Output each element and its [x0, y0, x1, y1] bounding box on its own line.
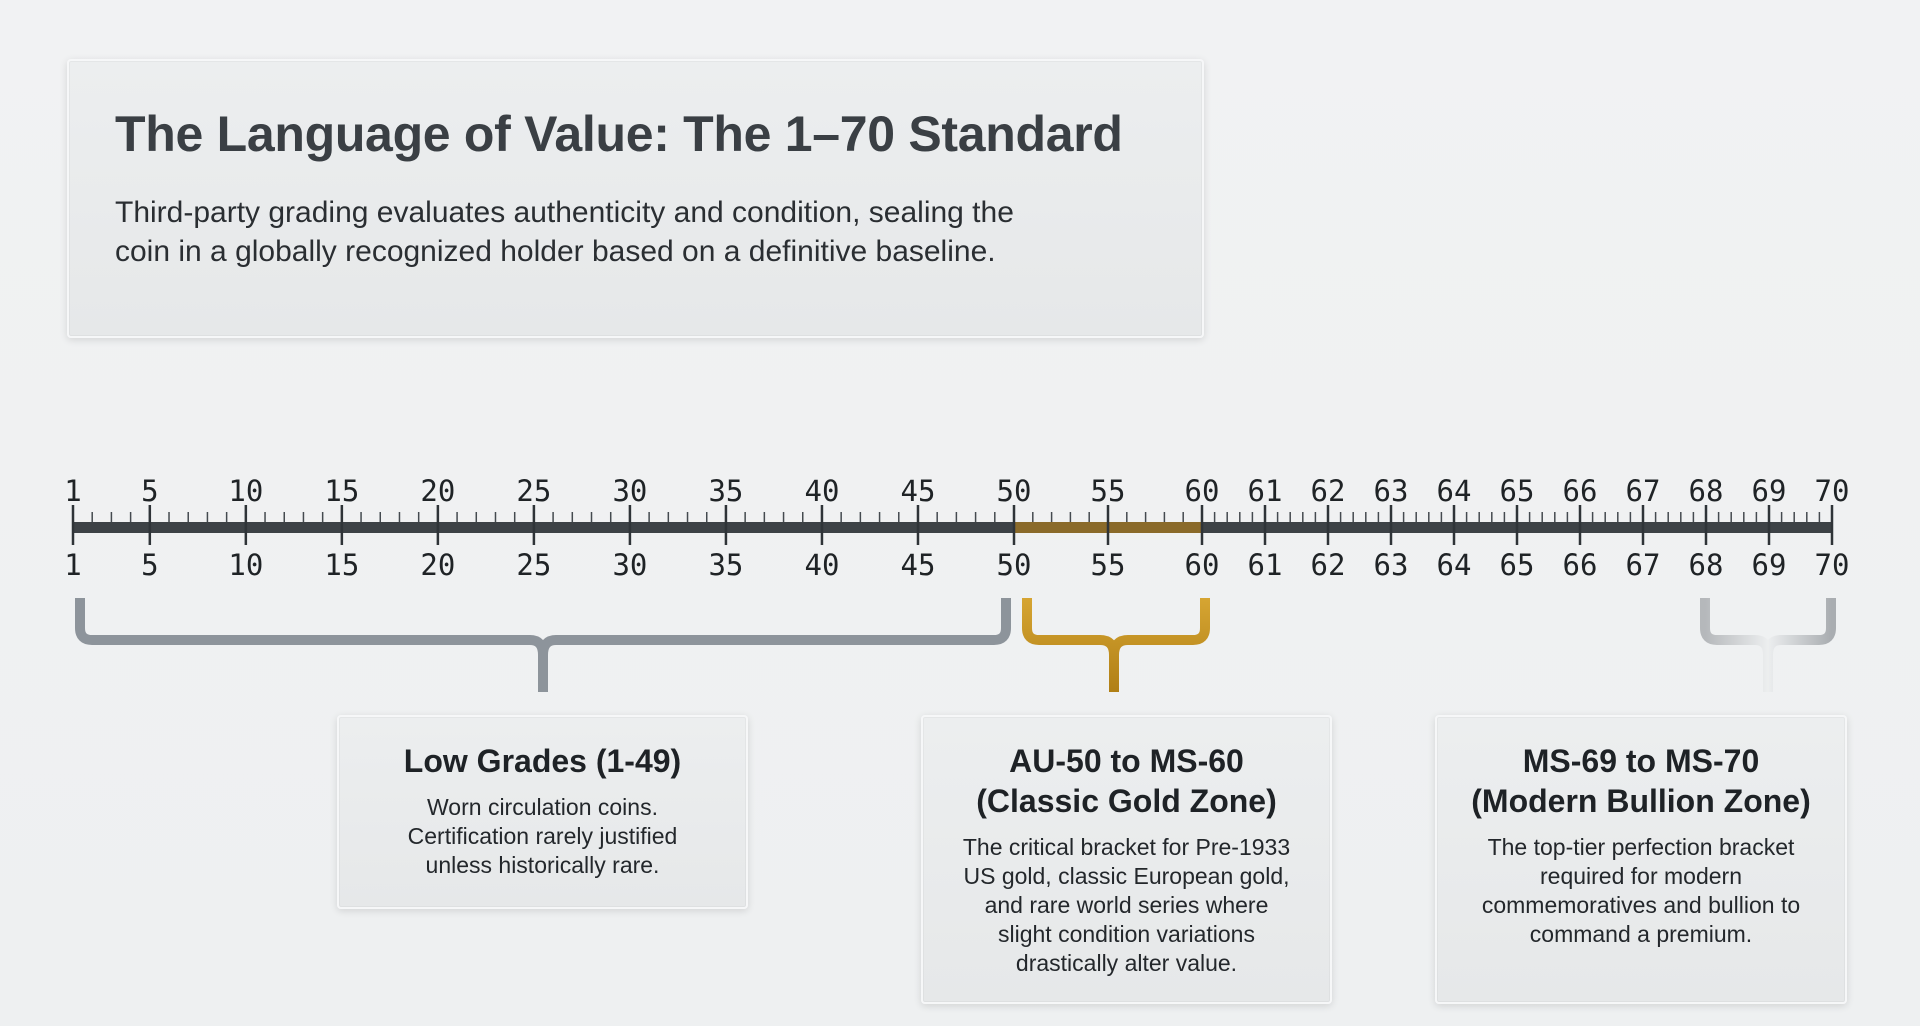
tick-label-bottom: 1: [64, 548, 81, 582]
tick-label-bottom: 67: [1626, 548, 1661, 582]
tick-label-bottom: 63: [1374, 548, 1409, 582]
tick-label-bottom: 64: [1437, 548, 1472, 582]
tick-label-top: 69: [1752, 474, 1787, 508]
title-card: The Language of Value: The 1–70 Standard…: [67, 59, 1204, 338]
scale-bar: [73, 522, 1832, 533]
zone-description: The top-tier perfection bracket required …: [1481, 834, 1801, 947]
tick-label-top: 15: [324, 474, 359, 508]
zone-card-low-grades: Low Grades (1-49) Worn circulation coins…: [337, 715, 748, 909]
tick-label-bottom: 20: [420, 548, 455, 582]
tick-label-bottom: 55: [1091, 548, 1126, 582]
zone-title: Low Grades (1-49): [403, 743, 682, 779]
tick-label-bottom: 70: [1815, 548, 1850, 582]
tick-label-bottom: 25: [516, 548, 551, 582]
tick-label-top: 66: [1563, 474, 1598, 508]
tick-label-bottom: 30: [612, 548, 647, 582]
tick-label-bottom: 15: [324, 548, 359, 582]
tick-label-bottom: 69: [1752, 548, 1787, 582]
tick-label-top: 30: [612, 474, 647, 508]
zone-description: Worn circulation coins. Certification rar…: [407, 794, 678, 878]
tick-label-bottom: 5: [141, 548, 158, 582]
tick-label-top: 10: [228, 474, 263, 508]
tick-label-bottom: 61: [1248, 548, 1283, 582]
tick-label-bottom: 50: [997, 548, 1032, 582]
tick-label-top: 62: [1311, 474, 1346, 508]
tick-label-bottom: 65: [1500, 548, 1535, 582]
tick-label-top: 55: [1091, 474, 1126, 508]
zone-title: AU-50 to MS-60 (Classic Gold Zone): [976, 743, 1277, 819]
page-subtitle: Third-party grading evaluates authentici…: [115, 193, 1156, 271]
tick-label-top: 1: [64, 474, 81, 508]
low-grades-brace: [75, 598, 1011, 692]
tick-label-bottom: 62: [1311, 548, 1346, 582]
gold-zone-brace: [1022, 598, 1210, 692]
tick-label-top: 67: [1626, 474, 1661, 508]
zone-title: MS-69 to MS-70 (Modern Bullion Zone): [1471, 743, 1811, 819]
tick-label-top: 64: [1437, 474, 1472, 508]
tick-label-bottom: 60: [1185, 548, 1220, 582]
tick-label-top: 70: [1815, 474, 1850, 508]
tick-label-top: 45: [901, 474, 936, 508]
tick-label-top: 40: [804, 474, 839, 508]
tick-label-bottom: 68: [1689, 548, 1724, 582]
tick-label-top: 5: [141, 474, 158, 508]
tick-label-top: 60: [1185, 474, 1220, 508]
tick-label-bottom: 66: [1563, 548, 1598, 582]
page-title: The Language of Value: The 1–70 Standard: [115, 106, 1123, 162]
subtitle-line: coin in a globally recognized holder bas…: [115, 235, 996, 268]
tick-label-bottom: 10: [228, 548, 263, 582]
subtitle-line: Third-party grading evaluates authentici…: [115, 196, 1014, 229]
bullion-zone-brace: [1700, 598, 1836, 692]
tick-label-top: 61: [1248, 474, 1283, 508]
tick-label-top: 65: [1500, 474, 1535, 508]
grading-scale-ruler: 1155101015152020252530303535404045455050…: [64, 474, 1850, 692]
tick-label-top: 35: [708, 474, 743, 508]
tick-label-bottom: 40: [804, 548, 839, 582]
zone-card-modern-bullion: MS-69 to MS-70 (Modern Bullion Zone) The …: [1435, 715, 1847, 1004]
tick-label-top: 25: [516, 474, 551, 508]
tick-label-top: 63: [1374, 474, 1409, 508]
zone-description: The critical bracket for Pre-1933 US gold…: [962, 834, 1291, 976]
zone-card-classic-gold: AU-50 to MS-60 (Classic Gold Zone) The cr…: [921, 715, 1332, 1004]
tick-label-top: 20: [420, 474, 455, 508]
tick-label-bottom: 35: [708, 548, 743, 582]
tick-label-top: 50: [997, 474, 1032, 508]
tick-label-top: 68: [1689, 474, 1724, 508]
tick-label-bottom: 45: [901, 548, 936, 582]
